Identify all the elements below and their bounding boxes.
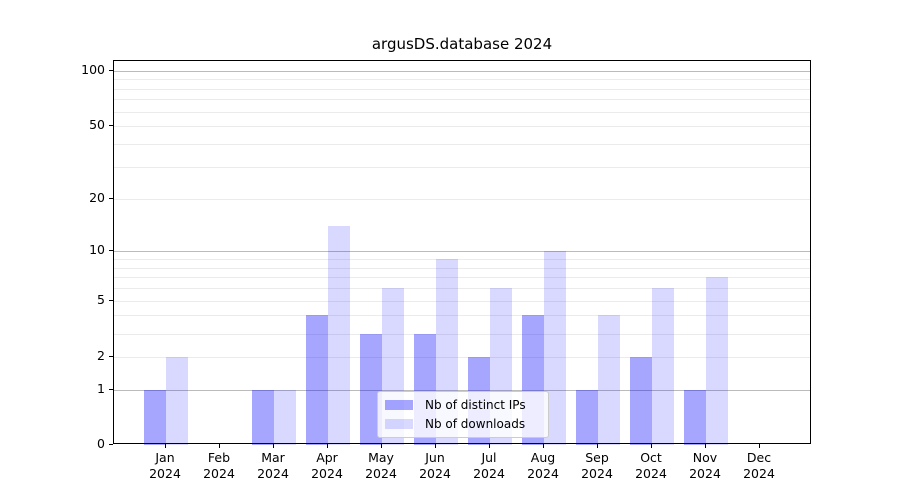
x-tick-label: Mar 2024 xyxy=(257,450,289,481)
x-tick-label: Jun 2024 xyxy=(419,450,451,481)
y-gridline-major xyxy=(114,390,810,392)
bar-distinct-ips xyxy=(630,357,652,445)
y-gridline-minor xyxy=(114,357,810,359)
x-tick-mark xyxy=(651,444,652,448)
y-tick-mark xyxy=(109,250,113,252)
y-tick-label: 5 xyxy=(97,291,105,307)
x-tick-label: Nov 2024 xyxy=(689,450,721,481)
y-gridline-minor xyxy=(114,267,810,269)
legend-item-distinct-ips: Nb of distinct IPs xyxy=(385,398,540,412)
y-gridline-minor xyxy=(114,333,810,335)
y-gridline-minor xyxy=(114,88,810,90)
legend-label-distinct-ips: Nb of distinct IPs xyxy=(425,398,526,412)
chart-title: argusDS.database 2024 xyxy=(371,35,553,53)
y-tick-label: 2 xyxy=(97,348,105,364)
y-gridline-minor xyxy=(114,111,810,113)
y-tick-mark xyxy=(109,299,113,301)
x-tick-mark xyxy=(165,444,166,448)
x-tick-mark xyxy=(597,444,598,448)
x-tick-label: Apr 2024 xyxy=(311,450,343,481)
bar-downloads xyxy=(706,277,728,445)
y-gridline-minor xyxy=(114,79,810,81)
y-gridline-minor xyxy=(114,198,810,200)
x-tick-mark xyxy=(219,444,220,448)
bar-distinct-ips xyxy=(576,390,598,445)
x-tick-mark xyxy=(327,444,328,448)
bar-downloads xyxy=(274,390,296,445)
bar-downloads xyxy=(652,288,674,445)
y-tick-mark xyxy=(109,389,113,391)
x-tick-label: Feb 2024 xyxy=(203,450,235,481)
bar-downloads xyxy=(544,251,566,445)
y-gridline-minor xyxy=(114,315,810,317)
y-tick-mark xyxy=(109,356,113,358)
y-gridline-minor xyxy=(114,99,810,101)
x-tick-mark xyxy=(489,444,490,448)
y-tick-label: 1 xyxy=(97,381,105,397)
x-tick-label: Jan 2024 xyxy=(149,450,181,481)
y-tick-label: 10 xyxy=(89,242,105,258)
y-gridline-minor xyxy=(114,126,810,128)
bar-distinct-ips xyxy=(306,315,328,445)
legend-swatch-distinct-ips xyxy=(385,400,413,410)
y-tick-label: 50 xyxy=(89,117,105,133)
bar-distinct-ips xyxy=(360,333,382,445)
bar-distinct-ips xyxy=(684,390,706,445)
y-gridline-major xyxy=(114,70,810,72)
x-tick-mark xyxy=(381,444,382,448)
x-tick-label: Dec 2024 xyxy=(743,450,775,481)
legend: Nb of distinct IPs Nb of downloads xyxy=(377,391,549,438)
plot-area xyxy=(113,60,811,445)
bar-distinct-ips xyxy=(144,390,166,445)
x-tick-label: Sep 2024 xyxy=(581,450,613,481)
legend-item-downloads: Nb of downloads xyxy=(385,417,540,431)
y-tick-mark xyxy=(109,125,113,127)
y-gridline-minor xyxy=(114,259,810,260)
x-tick-label: Oct 2024 xyxy=(635,450,667,481)
legend-label-downloads: Nb of downloads xyxy=(425,417,526,431)
x-tick-mark xyxy=(705,444,706,448)
y-tick-label: 100 xyxy=(81,61,105,77)
y-tick-label: 0 xyxy=(97,436,105,451)
y-tick-mark xyxy=(109,444,113,445)
x-tick-label: May 2024 xyxy=(365,450,397,481)
y-tick-mark xyxy=(109,197,113,199)
bar-downloads xyxy=(328,225,350,445)
x-tick-mark xyxy=(273,444,274,448)
x-tick-label: Aug 2024 xyxy=(527,450,559,481)
y-gridline-minor xyxy=(114,144,810,146)
y-tick-label: 20 xyxy=(89,189,105,205)
y-gridline-minor xyxy=(114,288,810,290)
bar-downloads xyxy=(598,315,620,445)
y-gridline-minor xyxy=(114,166,810,168)
x-tick-mark xyxy=(435,444,436,448)
y-tick-mark xyxy=(109,69,113,71)
bar-downloads xyxy=(166,357,188,445)
y-gridline-minor xyxy=(114,277,810,279)
y-gridline-minor xyxy=(114,300,810,302)
x-tick-mark xyxy=(543,444,544,448)
bar-distinct-ips xyxy=(252,390,274,445)
legend-swatch-downloads xyxy=(385,419,413,429)
y-gridline-major xyxy=(114,251,810,253)
x-tick-mark xyxy=(759,444,760,448)
x-tick-label: Jul 2024 xyxy=(473,450,505,481)
